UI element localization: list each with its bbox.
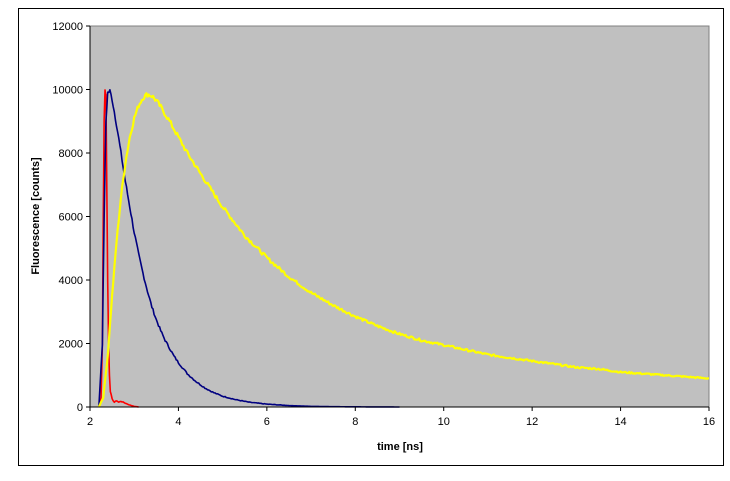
y-tick-label: 10000 [52, 85, 83, 97]
y-tick-label: 2000 [59, 339, 83, 351]
y-axis-title: Fluorescence [counts] [30, 157, 42, 275]
y-tick-label: 12000 [52, 21, 83, 33]
x-tick-label: 14 [614, 416, 626, 428]
x-tick-label: 8 [352, 416, 358, 428]
x-axis-title: time [ns] [377, 441, 423, 453]
y-tick-label: 0 [77, 402, 83, 414]
x-tick-label: 10 [438, 416, 450, 428]
x-tick-label: 4 [175, 416, 181, 428]
y-tick-label: 8000 [59, 148, 83, 160]
y-tick-label: 4000 [59, 275, 83, 287]
x-tick-label: 12 [526, 416, 538, 428]
plot-area [89, 25, 710, 408]
series-line-1 [98, 89, 139, 408]
y-tick-label: 6000 [59, 212, 83, 224]
x-tick-label: 2 [87, 416, 93, 428]
x-tick-label: 16 [703, 416, 715, 428]
series-line-3 [97, 92, 710, 408]
x-tick-label: 6 [264, 416, 270, 428]
axis-layer: 2 4 6 8 10 12 14 16 0 2000 4000 6000 8000 10000 12000 [52, 21, 715, 428]
